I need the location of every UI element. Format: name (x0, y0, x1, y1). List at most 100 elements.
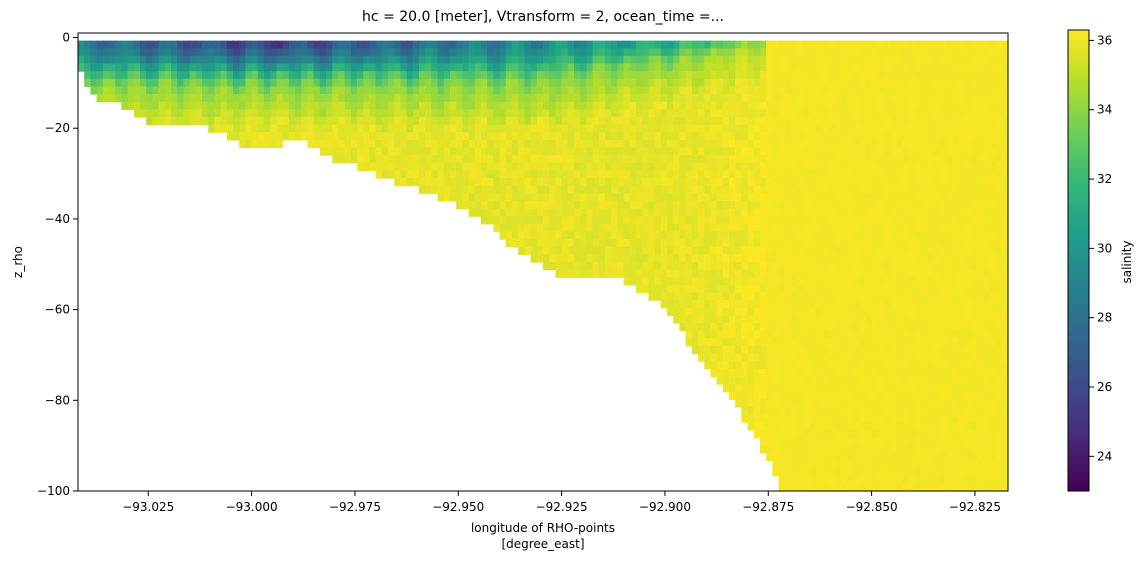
heatmap-cell (927, 429, 935, 439)
heatmap-cell (995, 208, 1003, 217)
heatmap-cell (859, 162, 866, 171)
heatmap-cell (239, 116, 246, 126)
heatmap-cell (344, 132, 352, 141)
heatmap-cell (871, 323, 879, 332)
heatmap-cell (846, 200, 854, 210)
heatmap-cell (908, 345, 916, 355)
heatmap-cell (970, 384, 978, 393)
heatmap-cell (778, 162, 786, 171)
heatmap-cell (530, 94, 538, 103)
heatmap-cell (406, 78, 414, 88)
heatmap-cell (412, 170, 420, 179)
heatmap-cell (648, 139, 656, 149)
heatmap-cell (815, 368, 823, 378)
heatmap-cell (877, 300, 885, 309)
heatmap-cell (791, 384, 798, 393)
heatmap-cell (629, 262, 637, 271)
heatmap-cell (636, 162, 643, 171)
heatmap-cell (952, 246, 959, 255)
heatmap-cell (865, 292, 873, 301)
heatmap-cell (722, 170, 730, 179)
heatmap-cell (884, 330, 891, 339)
heatmap-cell (952, 178, 959, 187)
heatmap-cell (685, 323, 693, 332)
heatmap-cell (685, 338, 693, 347)
heatmap-cell (239, 86, 246, 95)
heatmap-cell (140, 55, 147, 65)
heatmap-cell (828, 468, 835, 477)
heatmap-cell (623, 262, 631, 271)
heatmap-cell (598, 132, 606, 141)
heatmap-cell (803, 254, 811, 263)
heatmap-cell (220, 124, 228, 133)
heatmap-cell (890, 330, 897, 339)
heatmap-cell (977, 452, 984, 462)
heatmap-cell (741, 101, 749, 110)
heatmap-cell (760, 246, 767, 255)
heatmap-cell (648, 109, 656, 118)
heatmap-cell (939, 40, 947, 49)
heatmap-cell (902, 345, 910, 355)
heatmap-cell (636, 109, 643, 118)
heatmap-cell (989, 40, 997, 49)
heatmap-cell (518, 162, 525, 171)
heatmap-cell (660, 55, 668, 65)
heatmap-cell (840, 162, 848, 171)
heatmap-cell (747, 48, 755, 57)
heatmap-cell (859, 200, 866, 210)
heatmap-cell (505, 78, 513, 88)
heatmap-cell (239, 55, 246, 65)
heatmap-cell (518, 185, 525, 194)
heatmap-cell (939, 330, 947, 339)
heatmap-cell (474, 155, 482, 164)
heatmap-cell (933, 178, 941, 187)
heatmap-cell (859, 101, 866, 110)
heatmap-cell (834, 155, 842, 164)
heatmap-cell (648, 216, 656, 225)
heatmap-cell (629, 193, 637, 202)
heatmap-cell (425, 94, 432, 103)
heatmap-cell (202, 86, 209, 95)
heatmap-cell (846, 78, 854, 88)
heatmap-cell (890, 193, 897, 202)
heatmap-cell (592, 124, 600, 133)
heatmap-cell (828, 147, 835, 156)
heatmap-cell (877, 407, 885, 416)
heatmap-cell (952, 216, 959, 225)
heatmap-cell (443, 109, 451, 118)
heatmap-cell (977, 48, 984, 57)
heatmap-cell (871, 147, 879, 156)
heatmap-cell (598, 63, 606, 72)
heatmap-cell (859, 239, 866, 248)
heatmap-cell (908, 414, 916, 423)
heatmap-cell (778, 338, 786, 347)
heatmap-cell (605, 246, 612, 255)
heatmap-cell (871, 170, 879, 179)
colorbar-tick-label: 24 (1097, 449, 1112, 463)
heatmap-cell (592, 208, 600, 217)
heatmap-cell (623, 193, 631, 202)
heatmap-cell (679, 101, 687, 110)
heatmap-cell (815, 345, 823, 355)
heatmap-cell (257, 78, 265, 88)
heatmap-cell (834, 262, 842, 271)
heatmap-cell (784, 361, 792, 370)
heatmap-cell (747, 78, 755, 88)
heatmap-cell (555, 55, 563, 65)
heatmap-cell (654, 216, 662, 225)
heatmap-cell (505, 208, 513, 217)
heatmap-cell (760, 330, 767, 339)
heatmap-cell (939, 376, 947, 385)
heatmap-cell (908, 330, 916, 339)
heatmap-cell (524, 170, 532, 179)
heatmap-cell (462, 55, 470, 65)
heatmap-cell (319, 55, 327, 65)
heatmap-cell (493, 48, 501, 57)
heatmap-cell (952, 231, 959, 240)
heatmap-cell (357, 55, 364, 65)
heatmap-cell (958, 63, 966, 72)
heatmap-cell (946, 483, 953, 492)
heatmap-cell (822, 48, 829, 57)
heatmap-cell (592, 155, 600, 164)
heatmap-cell (462, 94, 470, 103)
